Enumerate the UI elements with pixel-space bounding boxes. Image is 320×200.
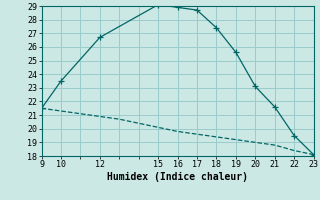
- X-axis label: Humidex (Indice chaleur): Humidex (Indice chaleur): [107, 172, 248, 182]
